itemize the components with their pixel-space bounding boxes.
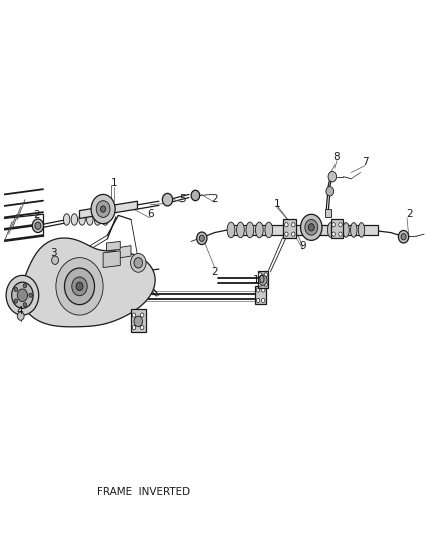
Ellipse shape <box>64 214 70 225</box>
Circle shape <box>401 233 406 240</box>
Circle shape <box>191 190 200 201</box>
Circle shape <box>199 235 205 241</box>
Text: 10: 10 <box>253 274 266 285</box>
Circle shape <box>326 187 334 196</box>
Circle shape <box>64 268 95 305</box>
Circle shape <box>332 223 336 227</box>
Ellipse shape <box>255 222 263 238</box>
Polygon shape <box>228 225 378 235</box>
Circle shape <box>264 273 268 277</box>
Ellipse shape <box>87 214 93 225</box>
Circle shape <box>256 298 260 303</box>
Ellipse shape <box>350 223 357 237</box>
Circle shape <box>399 230 409 243</box>
Text: 4: 4 <box>16 306 23 316</box>
Polygon shape <box>258 271 268 288</box>
Circle shape <box>17 312 24 320</box>
Circle shape <box>131 254 146 272</box>
Text: 2: 2 <box>407 209 413 219</box>
Text: 6: 6 <box>147 209 154 219</box>
Ellipse shape <box>343 223 349 237</box>
Ellipse shape <box>246 222 254 238</box>
Text: 2: 2 <box>212 266 218 277</box>
Circle shape <box>134 316 143 327</box>
Polygon shape <box>103 251 120 268</box>
Text: 3: 3 <box>50 248 57 259</box>
Ellipse shape <box>327 223 334 237</box>
Circle shape <box>162 193 173 206</box>
Ellipse shape <box>227 222 235 238</box>
Circle shape <box>305 220 318 235</box>
Circle shape <box>96 201 110 217</box>
Circle shape <box>14 299 18 303</box>
Circle shape <box>91 195 115 224</box>
Circle shape <box>76 282 83 290</box>
Ellipse shape <box>79 214 85 225</box>
Text: 1: 1 <box>110 178 117 188</box>
Polygon shape <box>131 309 146 332</box>
Circle shape <box>261 298 265 303</box>
Circle shape <box>292 232 295 236</box>
Circle shape <box>258 282 262 286</box>
Circle shape <box>52 256 58 264</box>
Circle shape <box>14 287 18 292</box>
Text: 7: 7 <box>362 157 368 167</box>
Circle shape <box>29 293 32 297</box>
Circle shape <box>23 284 27 288</box>
Ellipse shape <box>237 222 244 238</box>
Polygon shape <box>325 209 332 217</box>
Polygon shape <box>255 286 266 304</box>
Circle shape <box>308 224 314 231</box>
Ellipse shape <box>335 223 342 237</box>
Circle shape <box>12 282 33 308</box>
Text: 9: 9 <box>300 240 306 251</box>
Circle shape <box>132 326 136 330</box>
Circle shape <box>258 275 267 285</box>
Circle shape <box>285 232 288 236</box>
Ellipse shape <box>71 214 78 225</box>
Circle shape <box>285 223 288 227</box>
Circle shape <box>23 303 27 307</box>
Circle shape <box>258 273 262 277</box>
Circle shape <box>141 313 144 317</box>
Circle shape <box>32 219 43 232</box>
Text: 1: 1 <box>274 199 280 209</box>
Circle shape <box>35 222 41 229</box>
Circle shape <box>300 214 322 240</box>
Polygon shape <box>106 241 120 251</box>
Ellipse shape <box>94 214 101 225</box>
Polygon shape <box>115 246 131 259</box>
Text: 2: 2 <box>33 211 40 220</box>
Polygon shape <box>79 201 138 219</box>
Circle shape <box>332 232 336 236</box>
Circle shape <box>134 257 143 268</box>
Circle shape <box>6 276 39 315</box>
Circle shape <box>17 289 28 302</box>
Text: 2: 2 <box>212 193 218 204</box>
Circle shape <box>56 257 103 315</box>
Polygon shape <box>283 220 296 238</box>
Circle shape <box>256 288 260 292</box>
Circle shape <box>264 282 268 286</box>
Circle shape <box>292 223 295 227</box>
Polygon shape <box>331 220 343 238</box>
Circle shape <box>197 232 207 245</box>
Circle shape <box>132 313 136 317</box>
Circle shape <box>72 277 87 296</box>
Circle shape <box>141 326 144 330</box>
Polygon shape <box>21 238 155 327</box>
Circle shape <box>101 206 106 212</box>
Circle shape <box>339 232 342 236</box>
Text: 5: 5 <box>179 193 186 204</box>
Circle shape <box>261 288 265 292</box>
Ellipse shape <box>265 222 272 238</box>
Ellipse shape <box>102 214 109 225</box>
Circle shape <box>339 223 342 227</box>
Ellipse shape <box>358 223 365 237</box>
Text: 8: 8 <box>334 152 340 162</box>
Text: FRAME  INVERTED: FRAME INVERTED <box>97 487 190 497</box>
Circle shape <box>328 172 337 182</box>
